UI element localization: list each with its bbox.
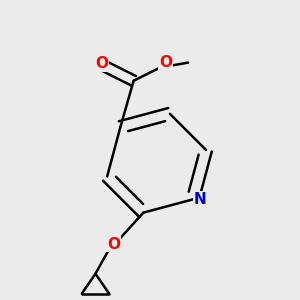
Text: O: O <box>159 55 172 70</box>
Text: O: O <box>95 56 108 71</box>
Text: O: O <box>107 236 120 251</box>
Text: N: N <box>194 192 206 207</box>
